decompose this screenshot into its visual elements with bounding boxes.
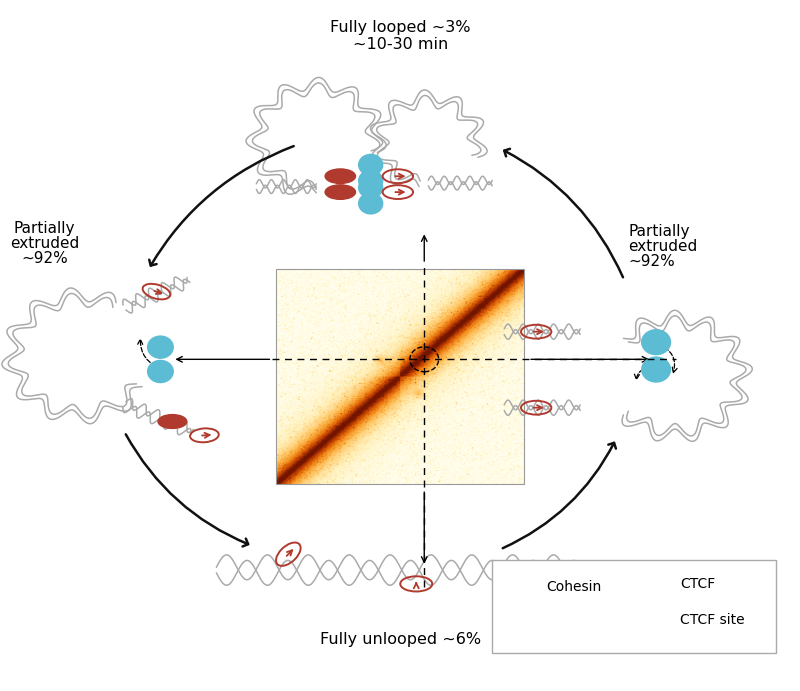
Text: CTCF site: CTCF site bbox=[680, 613, 745, 627]
Text: ~10-30 min: ~10-30 min bbox=[353, 37, 448, 53]
Circle shape bbox=[148, 361, 174, 383]
Text: Fully looped ~3%: Fully looped ~3% bbox=[330, 20, 470, 35]
Circle shape bbox=[510, 589, 535, 611]
Bar bbox=[276, 269, 524, 484]
Text: ~92%: ~92% bbox=[628, 254, 675, 269]
Ellipse shape bbox=[325, 185, 355, 200]
Circle shape bbox=[358, 193, 382, 214]
Text: CTCF: CTCF bbox=[680, 577, 715, 591]
Circle shape bbox=[358, 171, 382, 191]
Circle shape bbox=[148, 336, 174, 358]
Circle shape bbox=[358, 155, 382, 176]
Text: Partially: Partially bbox=[14, 220, 75, 236]
Ellipse shape bbox=[325, 169, 355, 184]
Text: extruded: extruded bbox=[10, 236, 79, 251]
Circle shape bbox=[510, 564, 535, 586]
Ellipse shape bbox=[641, 576, 671, 591]
Ellipse shape bbox=[158, 415, 187, 428]
Text: Cohesin: Cohesin bbox=[546, 580, 602, 594]
Circle shape bbox=[358, 178, 382, 198]
FancyBboxPatch shape bbox=[492, 560, 776, 653]
Text: ~92%: ~92% bbox=[21, 251, 68, 266]
Text: extruded: extruded bbox=[628, 239, 698, 254]
Circle shape bbox=[642, 330, 670, 354]
Circle shape bbox=[510, 621, 535, 643]
Circle shape bbox=[642, 357, 670, 382]
Text: Partially: Partially bbox=[628, 224, 690, 239]
Text: Fully unlooped ~6%: Fully unlooped ~6% bbox=[320, 632, 481, 647]
Circle shape bbox=[510, 596, 535, 618]
